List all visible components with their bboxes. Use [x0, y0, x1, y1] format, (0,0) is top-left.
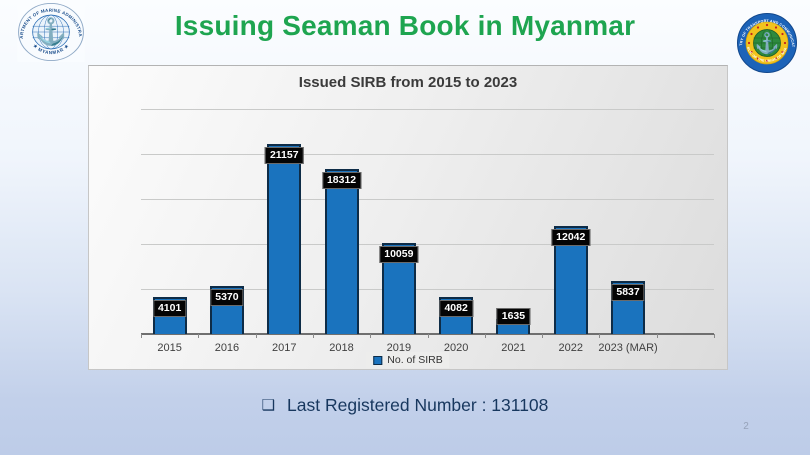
bar-value-label: 18312 [321, 172, 362, 190]
department-of-marine-administration-logo: ⚓ DEPARTMENT OF MARINE ADMINISTRATION ★ … [17, 2, 85, 62]
legend-label: No. of SIRB [387, 354, 443, 366]
plot-area: 4101 2015 5370 2016 21157 2017 18312 2018 10059 2… [141, 109, 715, 354]
page-number: 2 [743, 421, 749, 432]
ministry-of-transport-and-communications-logo: ⚓ MINISTRY OF TRANSPORT AND COMMUNICATIO… [735, 12, 797, 73]
bar-value-label: 4082 [439, 300, 473, 318]
anchor-icon: ⚓ [35, 17, 68, 47]
bar-value-label: 5370 [210, 288, 244, 306]
chart-card: Issued SIRB from 2015 to 2023 4101 2015 53… [88, 65, 728, 370]
bar-value-label: 21157 [264, 146, 304, 164]
x-tick-label: 2015 [157, 342, 182, 354]
gridline [141, 289, 714, 290]
axis-tick [198, 334, 200, 338]
axis-tick [141, 334, 142, 338]
x-tick-label: 2018 [329, 342, 354, 354]
chart-legend: No. of SIRB [366, 352, 450, 368]
globe-grid [32, 14, 70, 50]
x-tick-label: 2021 [501, 342, 526, 354]
x-tick-label: 2017 [272, 342, 297, 354]
square-bullet-icon: ❑ [261, 397, 276, 414]
bar-value-label: 5837 [611, 284, 645, 302]
axis-tick [370, 334, 372, 338]
axis-tick [599, 334, 601, 338]
bar-value-label: 1635 [496, 308, 531, 326]
bar-value-label: 4101 [152, 300, 187, 318]
axis-tick [542, 334, 544, 338]
x-tick-label: 2020 [443, 342, 469, 354]
gridline [141, 244, 714, 245]
chart-title: Issued SIRB from 2015 to 2023 [298, 74, 518, 91]
globe-grid [753, 29, 781, 57]
bar-2018 [324, 169, 359, 334]
axis-tick [312, 334, 314, 338]
x-tick-label: 2016 [214, 342, 240, 354]
x-tick-label: 2022 [558, 342, 583, 354]
x-tick-label: 2023 (MAR) [598, 342, 658, 354]
bar-2017 [267, 143, 302, 334]
legend-swatch-icon [373, 355, 383, 365]
gridline [141, 154, 714, 155]
slide-title: Issuing Seaman Book in Myanmar [174, 10, 636, 41]
anchor-icon: ⚓ [755, 31, 780, 55]
logo-red-dots [747, 23, 787, 63]
axis-tick [484, 334, 486, 338]
footnote: ❑ Last Registered Number : 131108 [0, 395, 810, 416]
axis-tick [255, 334, 257, 338]
axis-tick [714, 334, 715, 338]
axis-tick [427, 334, 429, 338]
footnote-text: Last Registered Number : 131108 [287, 395, 549, 415]
gridline [141, 109, 714, 110]
axis-tick [656, 334, 658, 338]
x-tick-label: 2019 [386, 342, 412, 354]
bar-value-label: 12042 [551, 228, 591, 246]
bar-value-label: 10059 [379, 246, 419, 264]
gridline [141, 199, 714, 200]
